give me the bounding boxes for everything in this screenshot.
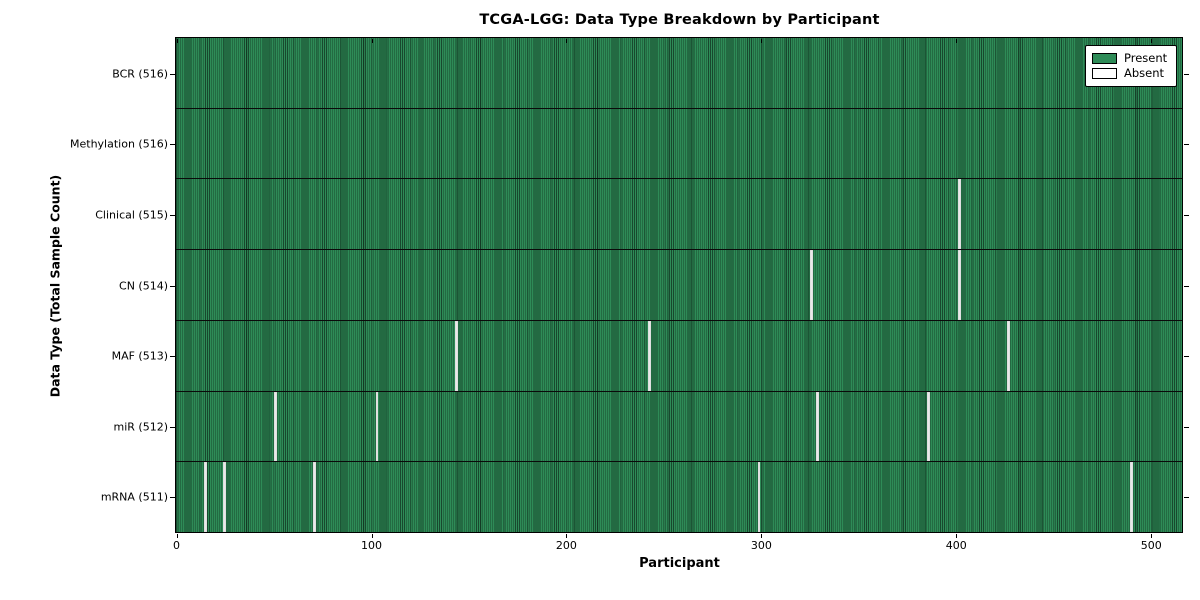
ytick-label-methylation: Methylation (516) [70,137,168,151]
x-tick-mark [1151,534,1153,538]
x-tick-mark-top [566,38,568,43]
x-tick-mark-top [371,38,373,43]
y-tick-mark [1184,497,1189,499]
row-band-mrna [176,461,1182,533]
ytick-label-mir: miR (512) [113,420,169,434]
x-tick-mark [761,534,763,538]
y-tick-mark [170,214,175,216]
row-band-methylation [176,107,1182,179]
absent-gap [274,391,277,462]
absent-gap [927,391,930,462]
ytick-label-bcr: BCR (516) [112,67,168,81]
legend-label-present: Present [1124,51,1168,65]
x-tick-mark-top [176,38,178,43]
row-band-bcr [176,38,1182,108]
x-tick-mark-top [956,38,958,43]
ytick-label-mrna: mRNA (511) [100,490,168,504]
xtick-label: 100 [361,539,382,552]
row-band-cn [176,249,1182,320]
row-band-maf [176,319,1182,391]
y-tick-mark [170,497,175,499]
legend-entry-absent: Absent [1092,65,1176,80]
xtick-label: 0 [173,539,180,552]
x-axis-label: Participant [639,556,720,571]
y-tick-mark [1184,426,1189,428]
absent-gap [958,250,962,320]
y-tick-mark [1184,285,1189,287]
y-tick-mark [1184,356,1189,358]
absent-gap [455,320,459,391]
absent-gap [648,320,652,391]
x-tick-mark [566,534,568,538]
absent-gap [223,462,227,533]
absent-gap [1007,320,1010,391]
x-tick-mark [176,534,178,538]
y-tick-mark [170,285,175,287]
legend-entry-present: Present [1092,51,1176,65]
row-band-mir [176,390,1182,462]
y-tick-mark [170,73,175,75]
legend: Present Absent [1085,45,1177,87]
absent-gap [313,462,316,533]
x-tick-mark-top [761,38,763,43]
absent-gap [203,462,207,533]
row-band-clinical [176,178,1182,250]
legend-label-absent: Absent [1124,65,1165,80]
ytick-label-maf: MAF (513) [111,349,168,363]
absent-gap [757,462,761,533]
y-tick-mark [170,356,175,358]
x-tick-mark [956,534,958,538]
plot-area [175,37,1183,533]
xtick-label: 500 [1140,539,1162,552]
chart-title: TCGA-LGG: Data Type Breakdown by Partici… [479,12,880,28]
present-swatch [1092,53,1117,65]
x-tick-mark [371,534,373,538]
absent-swatch [1092,67,1117,79]
y-tick-mark [170,144,175,146]
absent-gap [958,179,962,250]
absent-gap [816,391,819,462]
xtick-label: 200 [555,539,577,552]
y-tick-mark [1184,214,1189,216]
xtick-label: 300 [750,539,772,552]
y-tick-mark [170,426,175,428]
x-tick-mark-top [1151,38,1153,43]
absent-gap [810,250,813,320]
xtick-label: 400 [945,539,967,552]
ytick-label-clinical: Clinical (515) [95,208,168,222]
y-tick-mark [1184,73,1189,75]
absent-gap [1130,462,1133,533]
y-tick-mark [1184,144,1189,146]
ytick-label-cn: CN (514) [119,279,168,292]
absent-gap [375,391,379,462]
